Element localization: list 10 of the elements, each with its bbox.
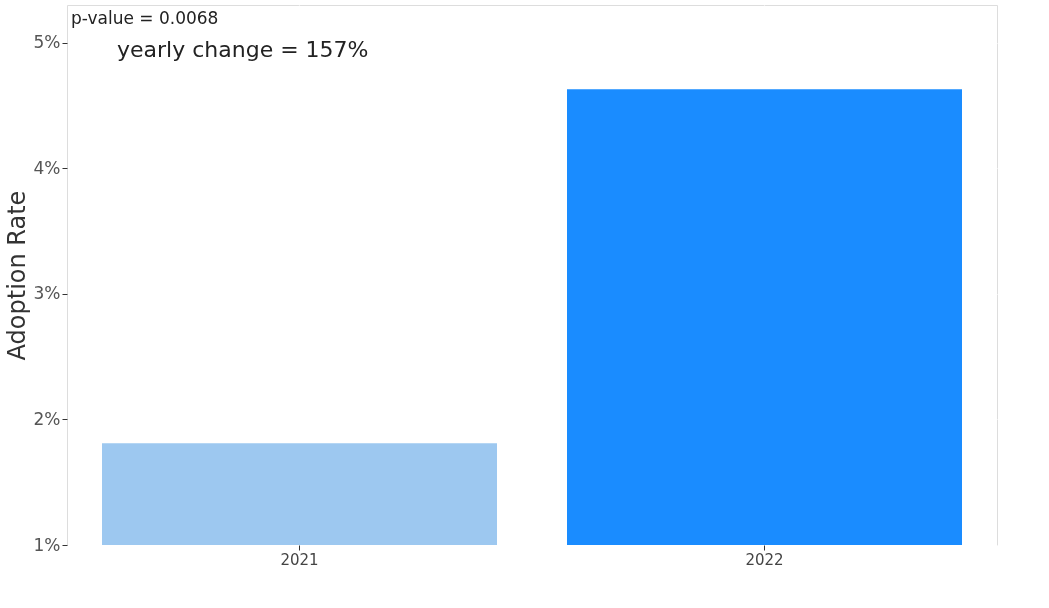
x-tick-label: 2022	[745, 550, 784, 569]
x-tick-label: 2021	[280, 550, 319, 569]
y-axis-title: Adoption Rate	[2, 190, 31, 361]
y-tick-label: 2%	[33, 408, 61, 429]
y-tick-label: 1%	[33, 534, 61, 555]
annotation: yearly change = 157%	[117, 37, 369, 62]
annotation: p-value = 0.0068	[71, 8, 219, 28]
y-tick-label: 4%	[33, 157, 61, 178]
y-tick-label: 5%	[33, 32, 61, 53]
y-tick-label: 3%	[33, 283, 61, 304]
